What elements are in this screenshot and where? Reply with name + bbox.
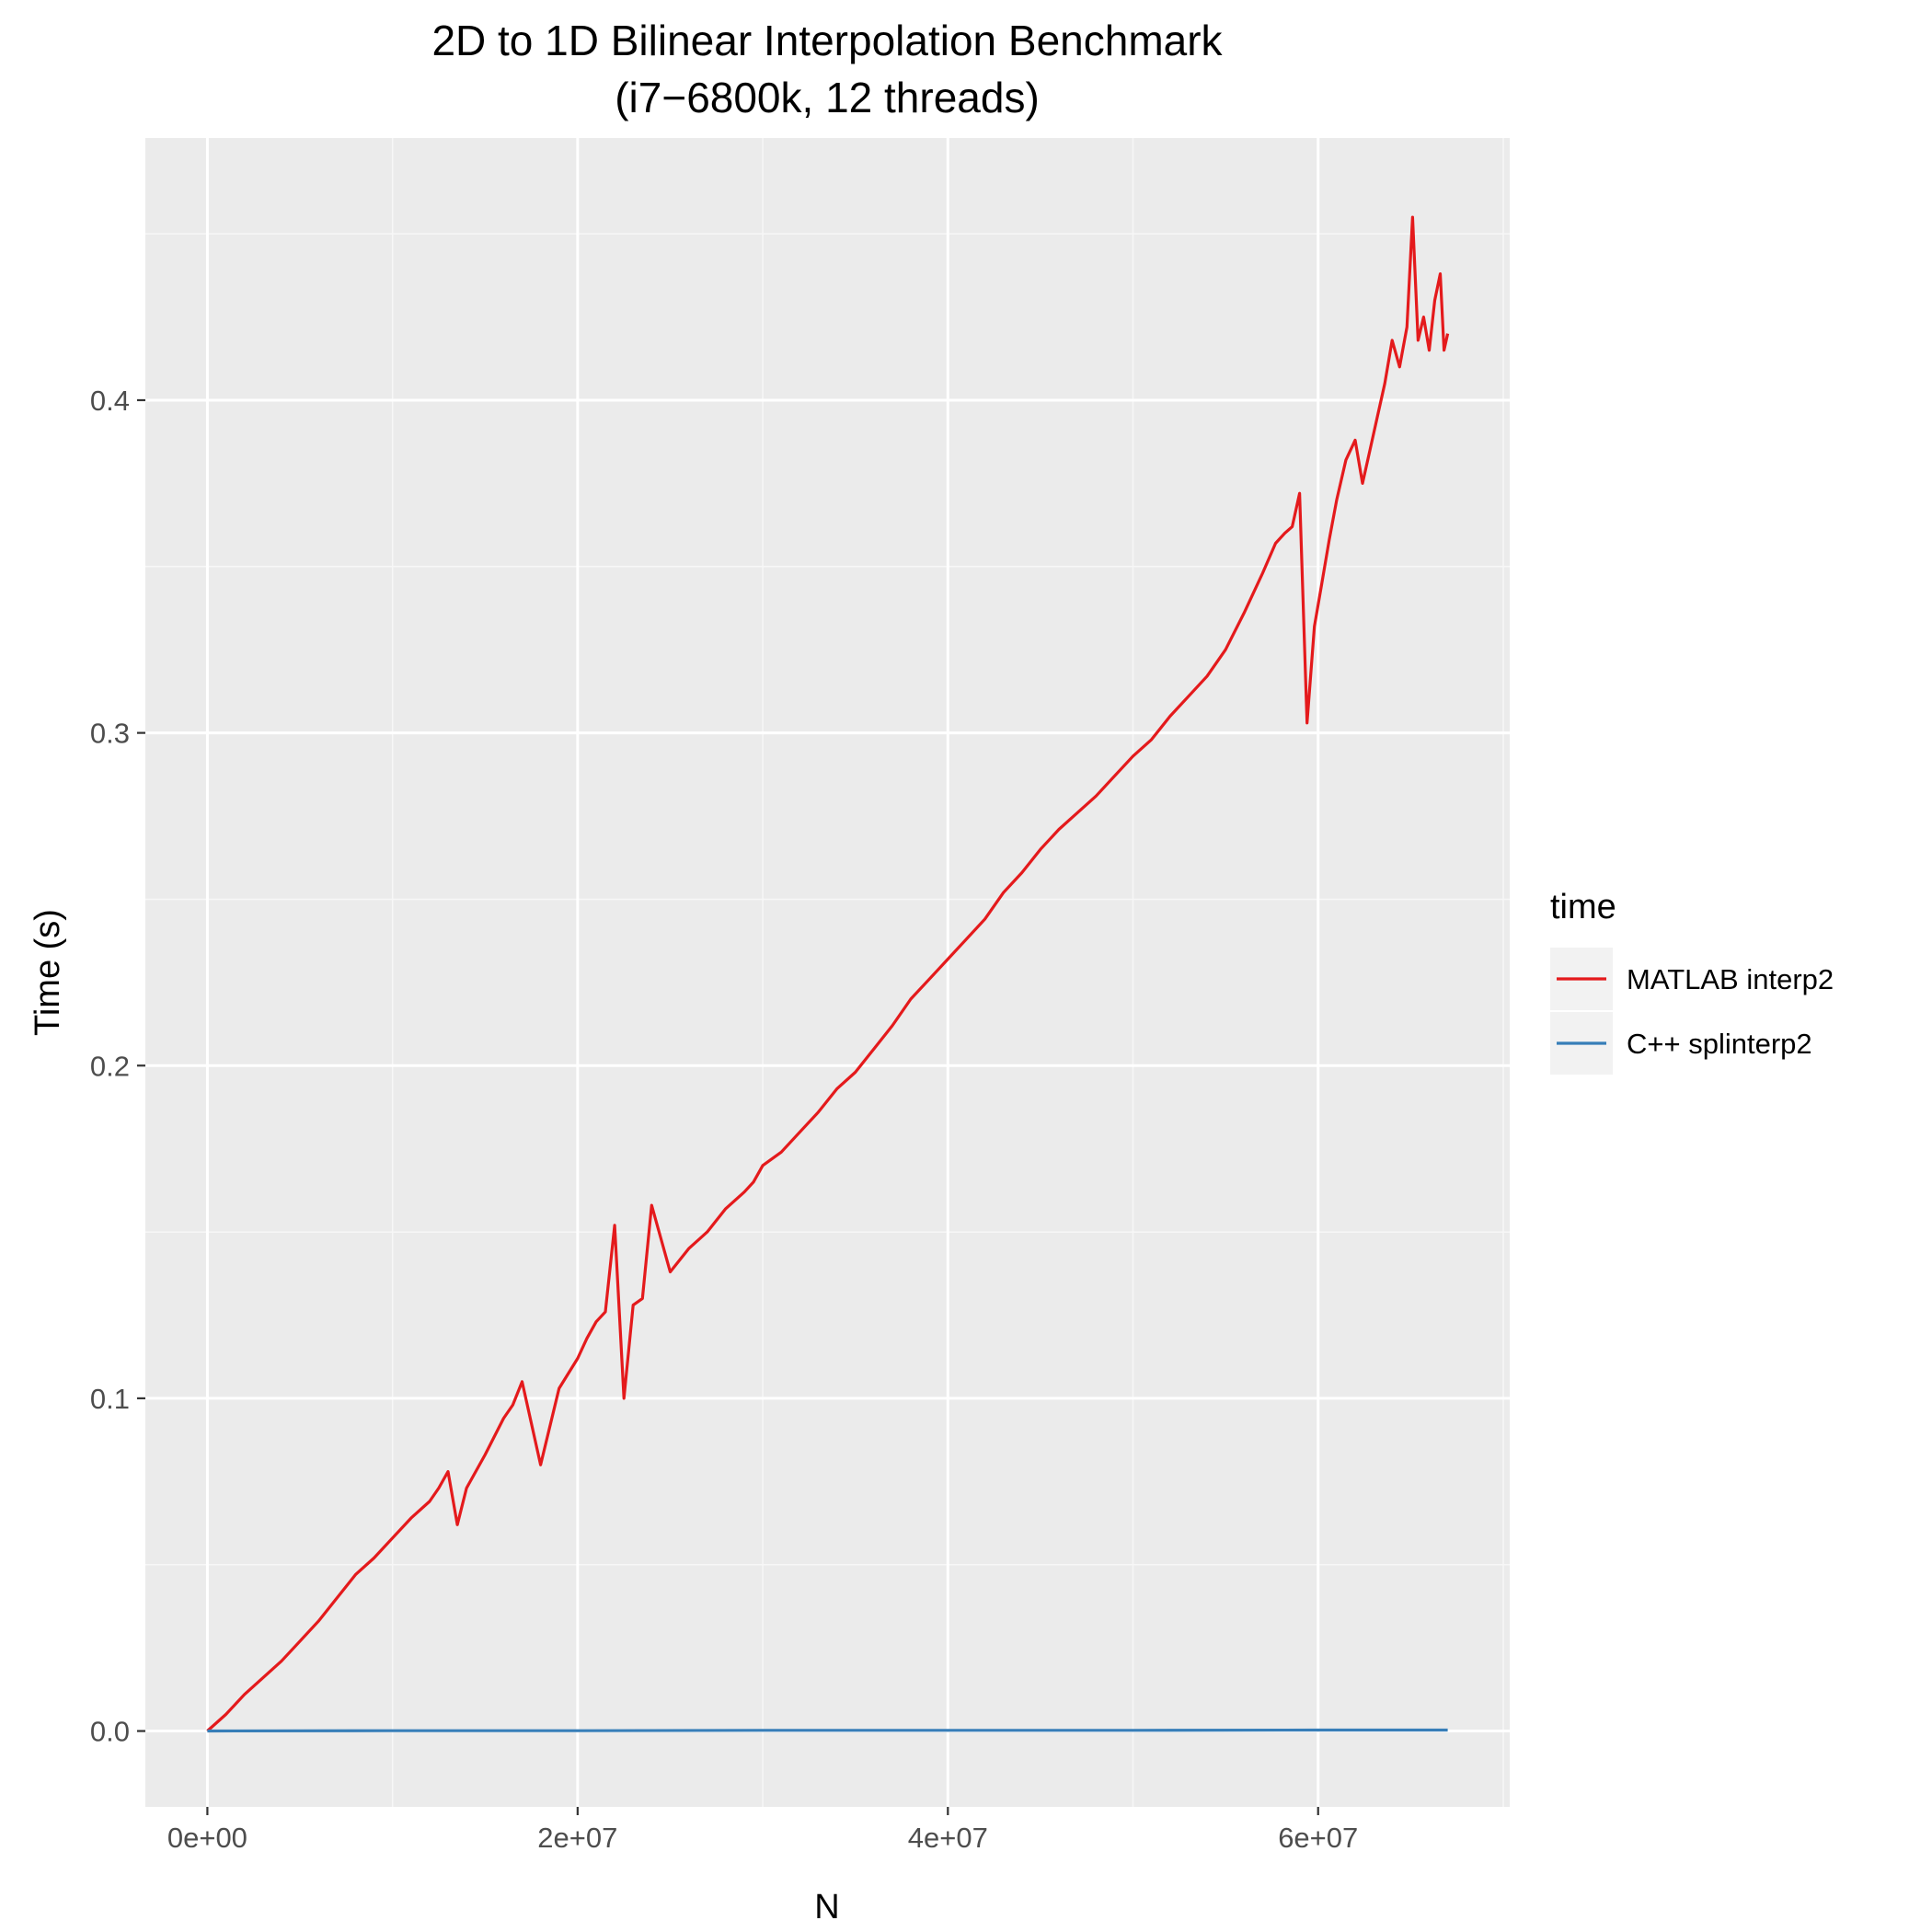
y-tick-label-2: 0.2 <box>90 1050 130 1082</box>
y-tick-label-0: 0.0 <box>90 1716 130 1748</box>
y-tick-label-1: 0.1 <box>90 1383 130 1415</box>
x-tick-label-1: 2e+07 <box>537 1822 617 1854</box>
legend-label-cpp: C++ splinterp2 <box>1627 1028 1812 1060</box>
minor-gridlines <box>145 138 1510 1807</box>
x-tick-label-0: 0e+00 <box>167 1822 247 1854</box>
x-axis-title: N <box>814 1888 839 1926</box>
y-tick-label-3: 0.3 <box>90 718 130 750</box>
x-tick-label-2: 4e+07 <box>908 1822 988 1854</box>
legend: time MATLAB interp2 C++ splinterp2 <box>1550 888 1834 1075</box>
x-tick-label-3: 6e+07 <box>1278 1822 1358 1854</box>
series-lines <box>206 215 1450 1733</box>
plot-panel <box>145 138 1510 1807</box>
y-tick-label-4: 0.4 <box>90 385 130 417</box>
chart-title-line1: 2D to 1D Bilinear Interpolation Benchmar… <box>431 17 1223 64</box>
axis-ticks <box>137 398 1319 1815</box>
legend-title: time <box>1550 888 1616 926</box>
y-axis-title: Time (s) <box>29 909 67 1036</box>
y-tick-labels: 0.0 0.1 0.2 0.3 0.4 <box>90 385 130 1748</box>
legend-label-matlab: MATLAB interp2 <box>1627 963 1834 995</box>
chart-title-line2: (i7−6800k, 12 threads) <box>615 74 1040 121</box>
series-line-0 <box>206 215 1450 1732</box>
x-tick-labels: 0e+00 2e+07 4e+07 6e+07 <box>167 1822 1358 1854</box>
